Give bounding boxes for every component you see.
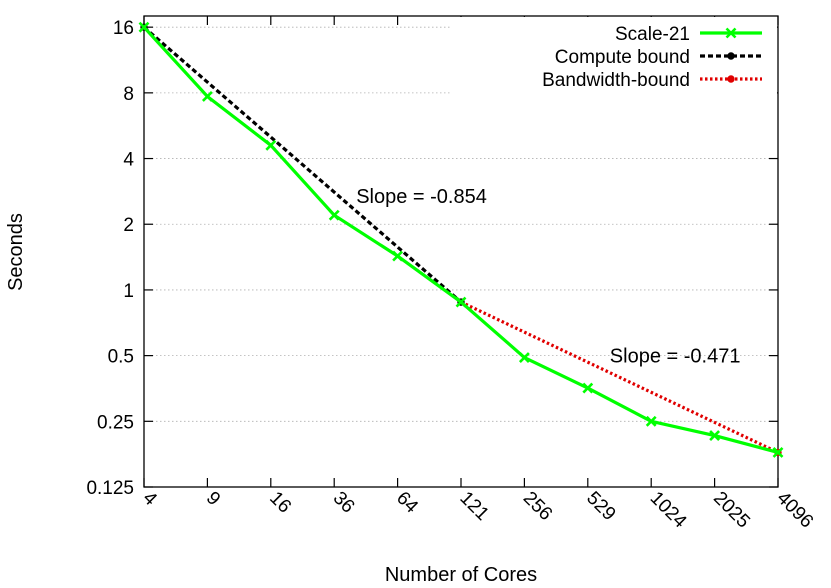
slope-annotation: Slope = -0.854	[356, 186, 487, 208]
data-point	[727, 75, 735, 83]
data-point	[392, 250, 404, 262]
x-tick-label: 4	[138, 488, 161, 511]
x-tick-label: 36	[329, 488, 359, 518]
x-tick-label: 1024	[646, 488, 691, 533]
x-axis-title: Number of Cores	[385, 564, 537, 586]
data-point	[201, 91, 213, 102]
data-point	[709, 430, 721, 442]
data-point	[725, 27, 737, 39]
series-layer	[138, 21, 784, 458]
annotation-layer: Slope = -0.854 Slope = -0.471	[356, 186, 740, 368]
data-point	[582, 382, 594, 394]
slope-annotation: Slope = -0.471	[610, 346, 741, 368]
x-tick-label: 2025	[709, 488, 754, 533]
data-point	[772, 447, 784, 458]
y-tick-label: 2	[123, 215, 134, 236]
y-tick-label: 0.25	[97, 412, 134, 433]
y-tick-label: 1	[123, 281, 134, 302]
y-tick-label: 8	[123, 84, 134, 105]
data-point	[138, 21, 150, 33]
legend-label: Bandwidth-bound	[542, 70, 690, 91]
y-axis-title: Seconds	[5, 213, 27, 291]
x-tick-label: 16	[265, 488, 295, 518]
y-tick-label: 4	[123, 150, 134, 171]
legend-label: Compute bound	[555, 47, 690, 68]
x-tick-label: 64	[392, 488, 422, 518]
series-line	[460, 300, 779, 454]
data-point	[328, 209, 340, 221]
data-point	[455, 296, 467, 308]
legend-label: Scale-21	[615, 24, 690, 45]
y-tick-label: 0.125	[86, 478, 134, 499]
data-point	[727, 52, 735, 60]
x-tick-label: 529	[582, 488, 619, 525]
x-tick-label: 256	[519, 488, 556, 525]
legend-background	[450, 17, 777, 99]
y-tick-label: 16	[113, 18, 134, 39]
series-line	[142, 25, 463, 304]
data-point	[518, 352, 530, 363]
x-tick-label: 4096	[772, 488, 817, 533]
data-point	[645, 415, 657, 427]
x-tick-label: 9	[202, 488, 224, 510]
y-tick-label: 0.5	[108, 347, 134, 368]
x-tick-label: 121	[455, 488, 492, 525]
data-point	[265, 139, 277, 151]
